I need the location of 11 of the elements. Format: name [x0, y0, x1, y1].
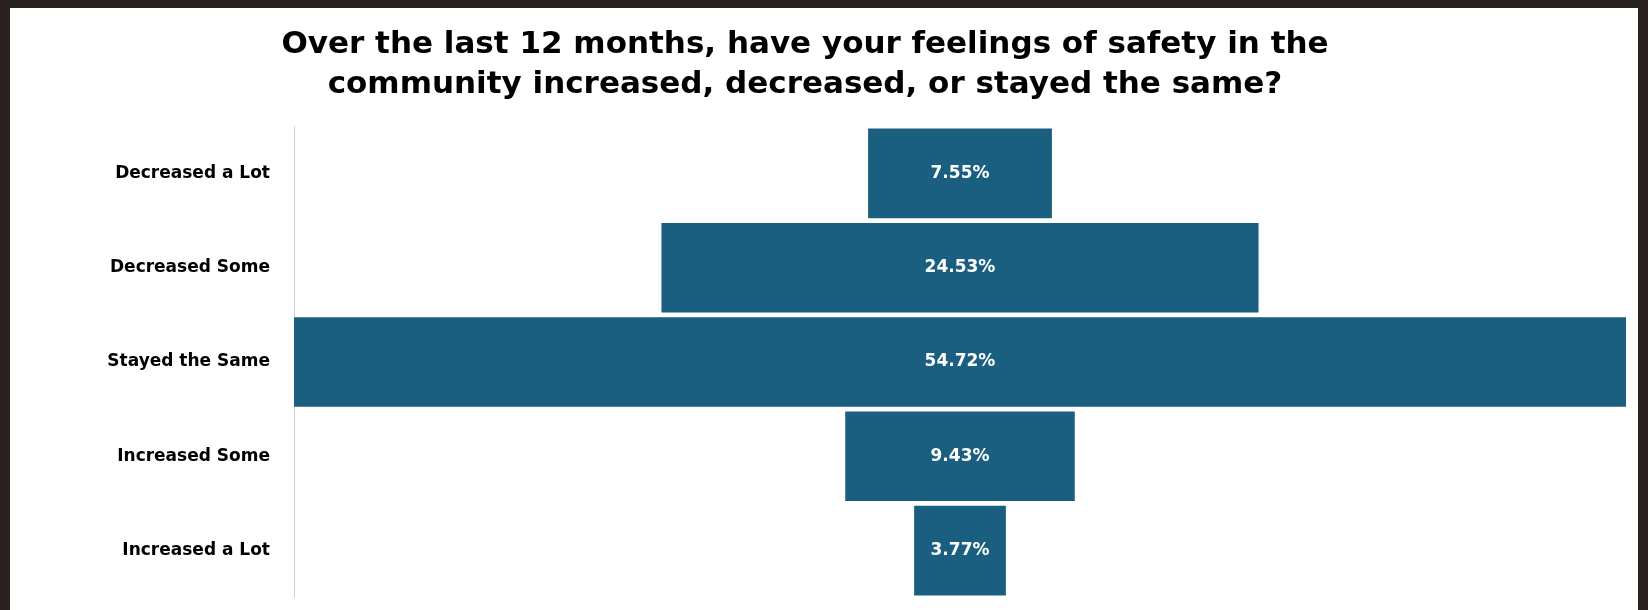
- data-label: 3.77%: [930, 539, 990, 560]
- data-label: 24.53%: [924, 256, 996, 277]
- text: Over the last 12 months, have your feelings of safety in the community increased, decreased, or stayed the same?: [280, 23, 1330, 102]
- category-label: Increased Some: [117, 444, 270, 465]
- category-label: Decreased a Lot: [115, 161, 270, 182]
- category-label: Increased a Lot: [122, 539, 270, 560]
- category-label: Stayed the Same: [107, 350, 270, 371]
- data-label: 7.55%: [930, 161, 990, 182]
- data-label: 54.72%: [924, 350, 996, 371]
- data-label: 9.43%: [930, 444, 990, 465]
- category-label: Decreased Some: [109, 256, 270, 277]
